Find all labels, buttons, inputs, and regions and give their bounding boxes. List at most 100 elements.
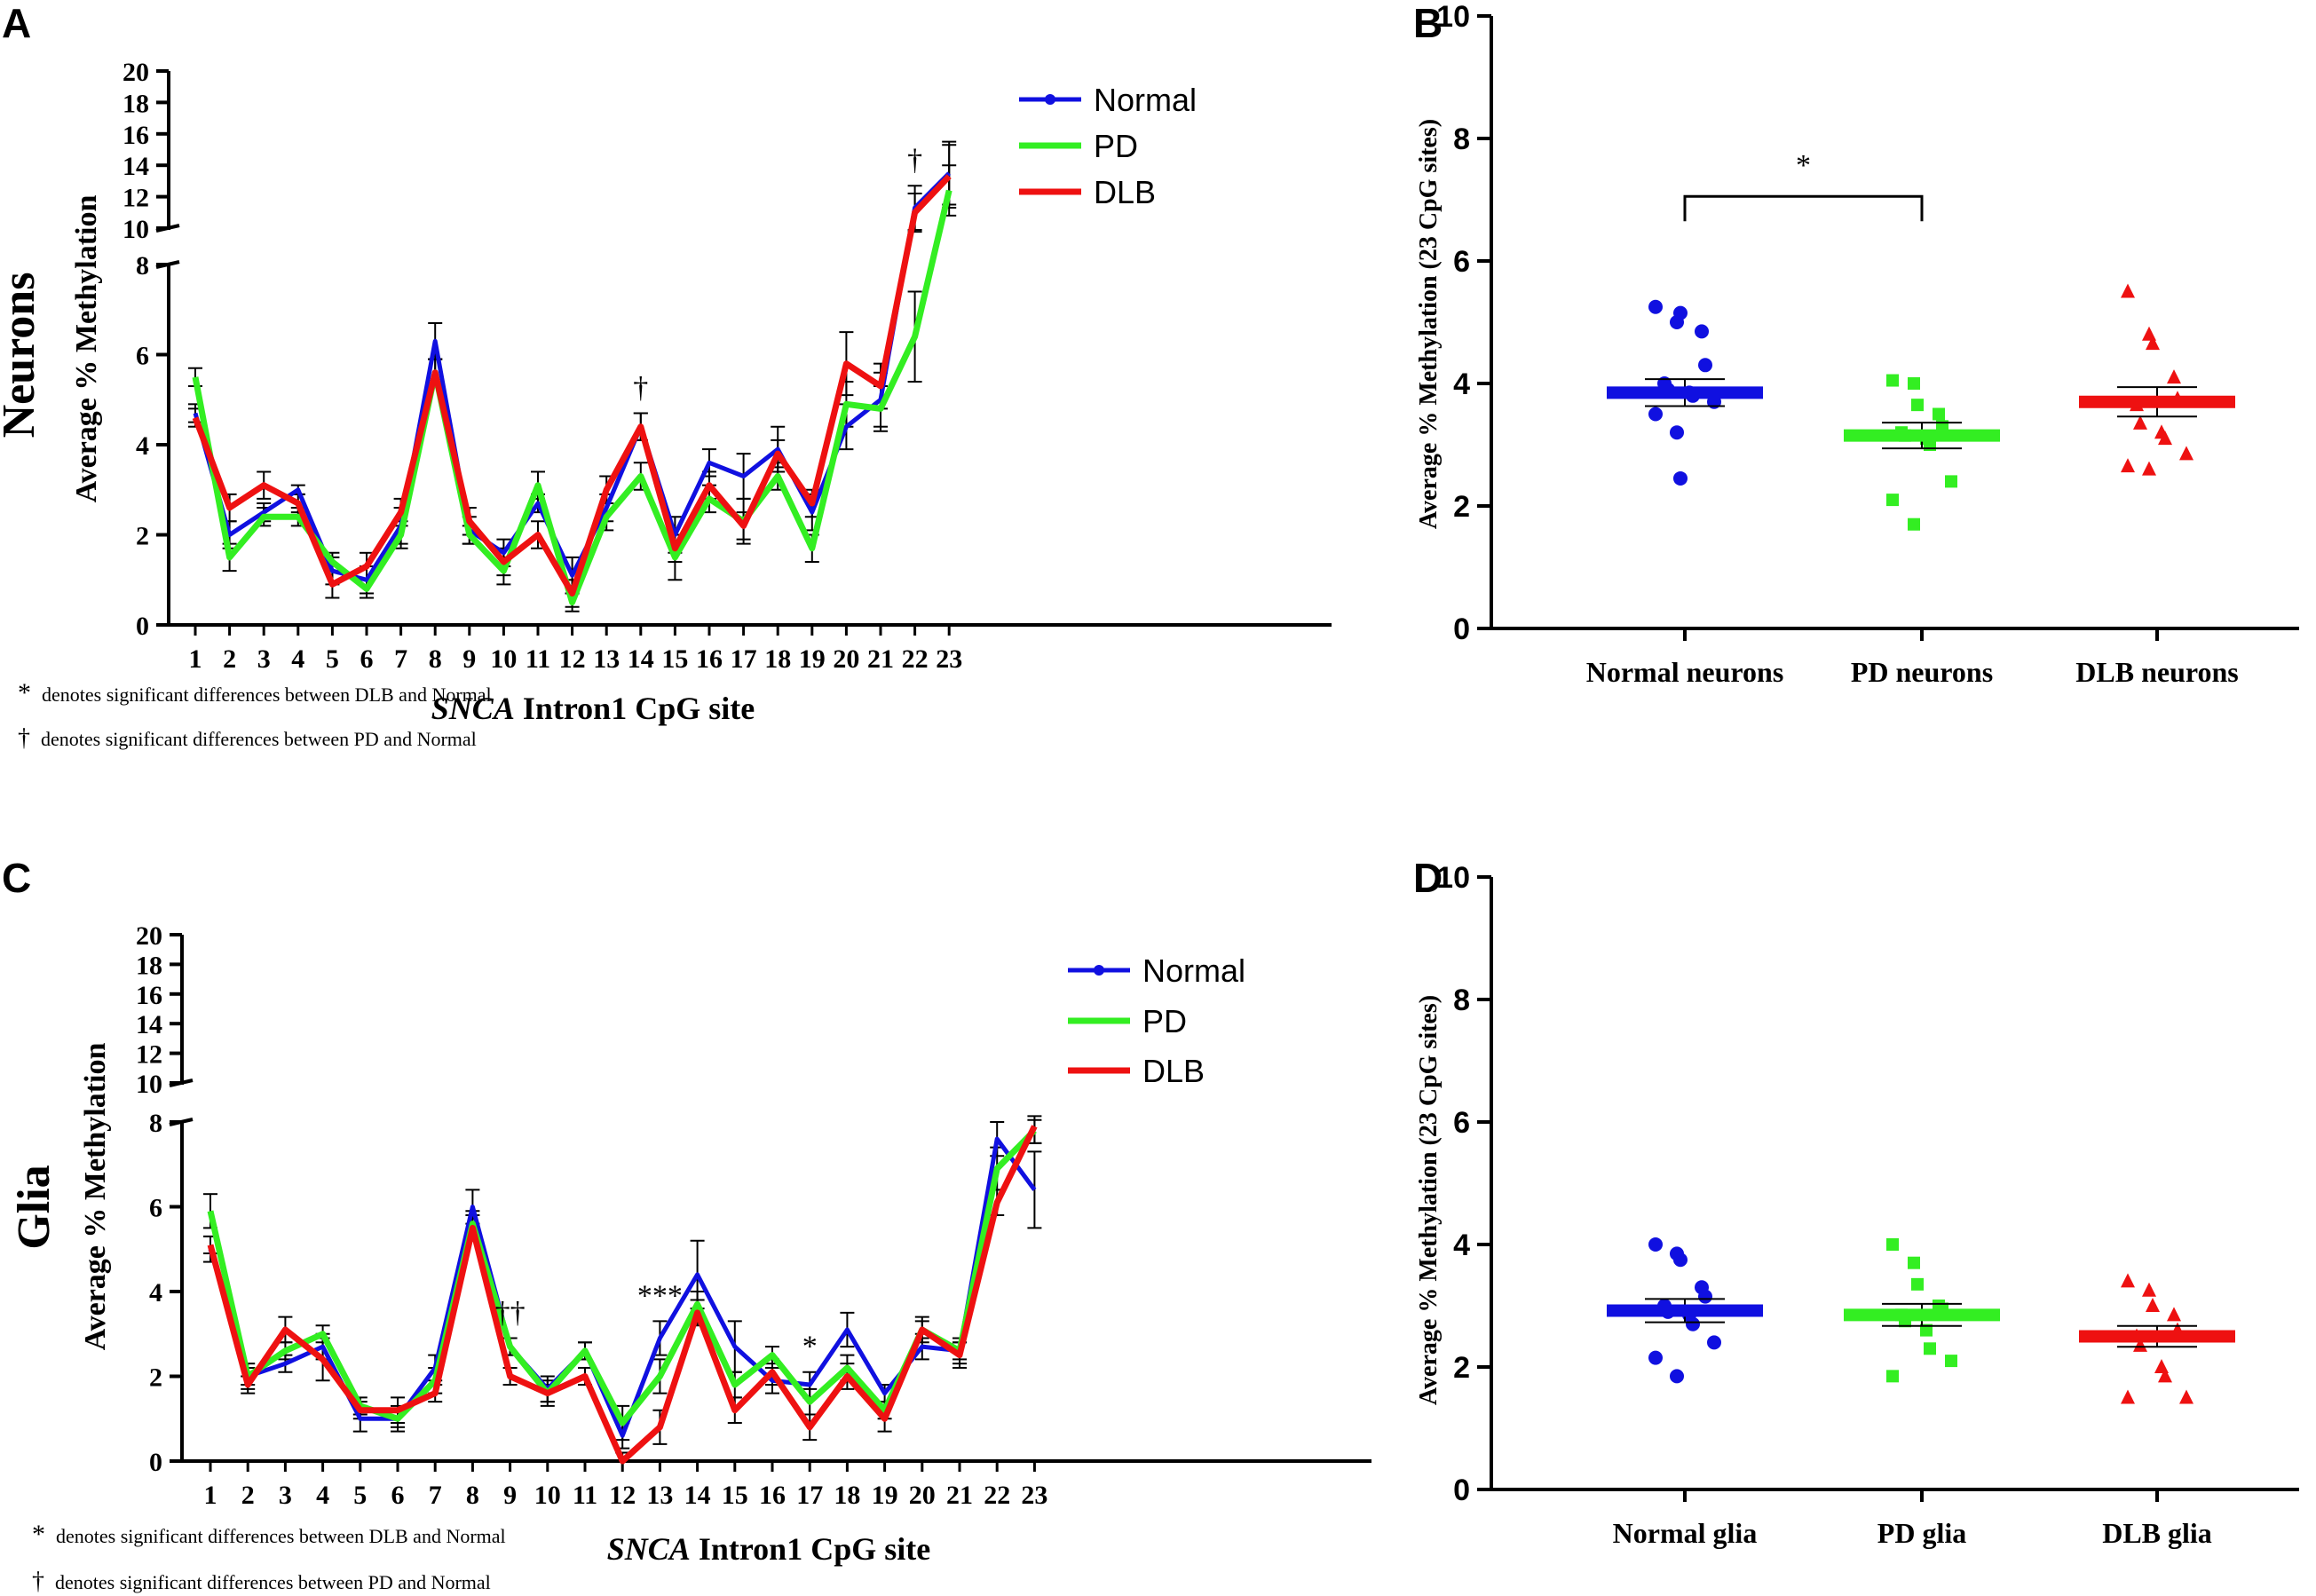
data-point — [1920, 1323, 1933, 1337]
y-tick-label: 20 — [123, 58, 149, 87]
panel-a-side-label: Neurons — [0, 273, 44, 439]
significance-marker: † — [633, 371, 648, 404]
legend-label-normal: Normal — [1094, 82, 1197, 118]
x-tick-label: 12 — [559, 644, 586, 674]
y-tick-label: 4 — [1453, 367, 1470, 401]
x-tick-label: 1 — [189, 644, 202, 674]
x-tick-label: Normal glia — [1613, 1517, 1758, 1549]
x-tick-label: 21 — [867, 644, 894, 674]
significance-marker: †† — [495, 1297, 526, 1330]
panel-a-footnote-2: † denotes significant differences between… — [18, 724, 477, 752]
x-tick-label: 9 — [503, 1481, 517, 1510]
y-tick-label: 8 — [136, 251, 149, 280]
panel-a-x-axis-label: SNCA Intron1 CpG site — [431, 691, 755, 726]
x-tick-label: Normal neurons — [1586, 656, 1784, 688]
y-tick-label: 6 — [1453, 1106, 1470, 1140]
data-point — [1673, 1252, 1688, 1268]
y-tick-label: 18 — [136, 951, 162, 980]
y-tick-label: 20 — [136, 921, 162, 951]
x-tick-label: 11 — [526, 644, 550, 674]
series-line-normal — [193, 171, 951, 582]
x-tick-label: 1 — [204, 1481, 217, 1510]
y-tick-label: 6 — [136, 342, 149, 371]
data-point — [2179, 446, 2193, 461]
data-point — [1648, 407, 1663, 422]
panel-c-letter: C — [2, 855, 31, 901]
data-point — [1908, 377, 1920, 390]
y-tick-label: 2 — [136, 522, 149, 551]
y-tick-label: 2 — [1453, 1351, 1470, 1385]
panel-a-footnote-2-text: denotes significant differences between … — [41, 728, 477, 750]
panel-c-x-axis-label-gene: SNCA — [607, 1531, 691, 1567]
panel-a-footnote-1-text: denotes significant differences between … — [42, 683, 492, 706]
x-tick-label: 10 — [534, 1481, 561, 1510]
x-tick-label: 21 — [946, 1481, 973, 1510]
data-point — [2133, 415, 2147, 430]
x-tick-label: 13 — [646, 1481, 673, 1510]
x-tick-label: 8 — [429, 644, 442, 674]
y-tick-label: 4 — [149, 1278, 162, 1308]
panel-d: D Average % Methylation (23 CpG sites) 0… — [1413, 855, 2299, 1549]
data-point — [1698, 1289, 1712, 1304]
y-tick-label: 18 — [123, 89, 149, 118]
x-tick-label: 18 — [764, 644, 791, 674]
data-point — [1698, 358, 1712, 373]
x-tick-label: 2 — [223, 644, 236, 674]
panel-a-footnote-1-symbol: * — [18, 678, 31, 707]
y-tick-label: 12 — [123, 184, 149, 213]
data-point — [1911, 399, 1924, 412]
y-tick-label: 2 — [1453, 490, 1470, 524]
data-point — [1648, 1237, 1663, 1252]
x-tick-label: 2 — [241, 1481, 255, 1510]
data-point — [2179, 1389, 2193, 1404]
panel-a-y-axis-label: Average % Methylation — [70, 194, 103, 502]
panel-d-letter: D — [1413, 855, 1443, 901]
y-tick-label: 6 — [1453, 245, 1470, 279]
panel-d-groups — [1607, 1237, 2235, 1404]
x-tick-label: 15 — [722, 1481, 748, 1510]
panel-c: C Glia Average % Methylation 02468101214… — [2, 855, 1371, 1595]
data-point — [2158, 431, 2172, 446]
panel-c-x-axis-label-rest: Intron1 CpG site — [691, 1531, 930, 1567]
x-tick-label: 23 — [936, 644, 962, 674]
panel-b-axes: 0 2 4 6 8 10 Normal neurons PD neurons DLB neuro… — [1436, 0, 2299, 688]
y-tick-label: 4 — [1453, 1229, 1470, 1262]
y-tick-label: 12 — [136, 1040, 162, 1070]
x-tick-label: 6 — [391, 1481, 405, 1510]
y-tick-label: 0 — [136, 612, 149, 641]
x-tick-label: 4 — [316, 1481, 329, 1510]
y-tick-label: 16 — [123, 121, 149, 150]
y-tick-label: 10 — [136, 1070, 162, 1099]
significance-marker: *** — [637, 1279, 683, 1312]
x-tick-label: 10 — [490, 644, 517, 674]
y-tick-label: 8 — [149, 1109, 162, 1138]
panel-b-y-axis-label: Average % Methylation (23 CpG sites) — [1415, 119, 1443, 529]
data-point — [2121, 283, 2135, 298]
data-point — [1695, 324, 1709, 339]
legend-label-normal: Normal — [1142, 952, 1245, 989]
data-point — [2146, 336, 2160, 351]
data-point — [1886, 1370, 1899, 1383]
data-point — [2142, 1282, 2156, 1297]
panel-a-letter: A — [2, 0, 31, 46]
data-point — [2121, 458, 2135, 473]
legend-label-pd: PD — [1142, 1003, 1187, 1039]
legend-marker-normal — [1045, 94, 1055, 105]
significance-marker: * — [802, 1331, 818, 1363]
series-line-dlb — [207, 1125, 1038, 1465]
panel-b-groups — [1607, 283, 2235, 531]
x-tick-label: 3 — [279, 1481, 292, 1510]
data-point — [1886, 1238, 1899, 1251]
data-point — [1648, 1350, 1663, 1365]
data-point — [1911, 1277, 1924, 1291]
panel-c-footnote-1: * denotes significant differences between… — [32, 1520, 506, 1549]
x-tick-label: 8 — [466, 1481, 479, 1510]
panel-c-series — [203, 1115, 1042, 1465]
series-line-pd — [192, 189, 952, 606]
data-point — [1673, 470, 1688, 486]
x-tick-label: 9 — [462, 644, 476, 674]
data-point — [2146, 1298, 2160, 1312]
